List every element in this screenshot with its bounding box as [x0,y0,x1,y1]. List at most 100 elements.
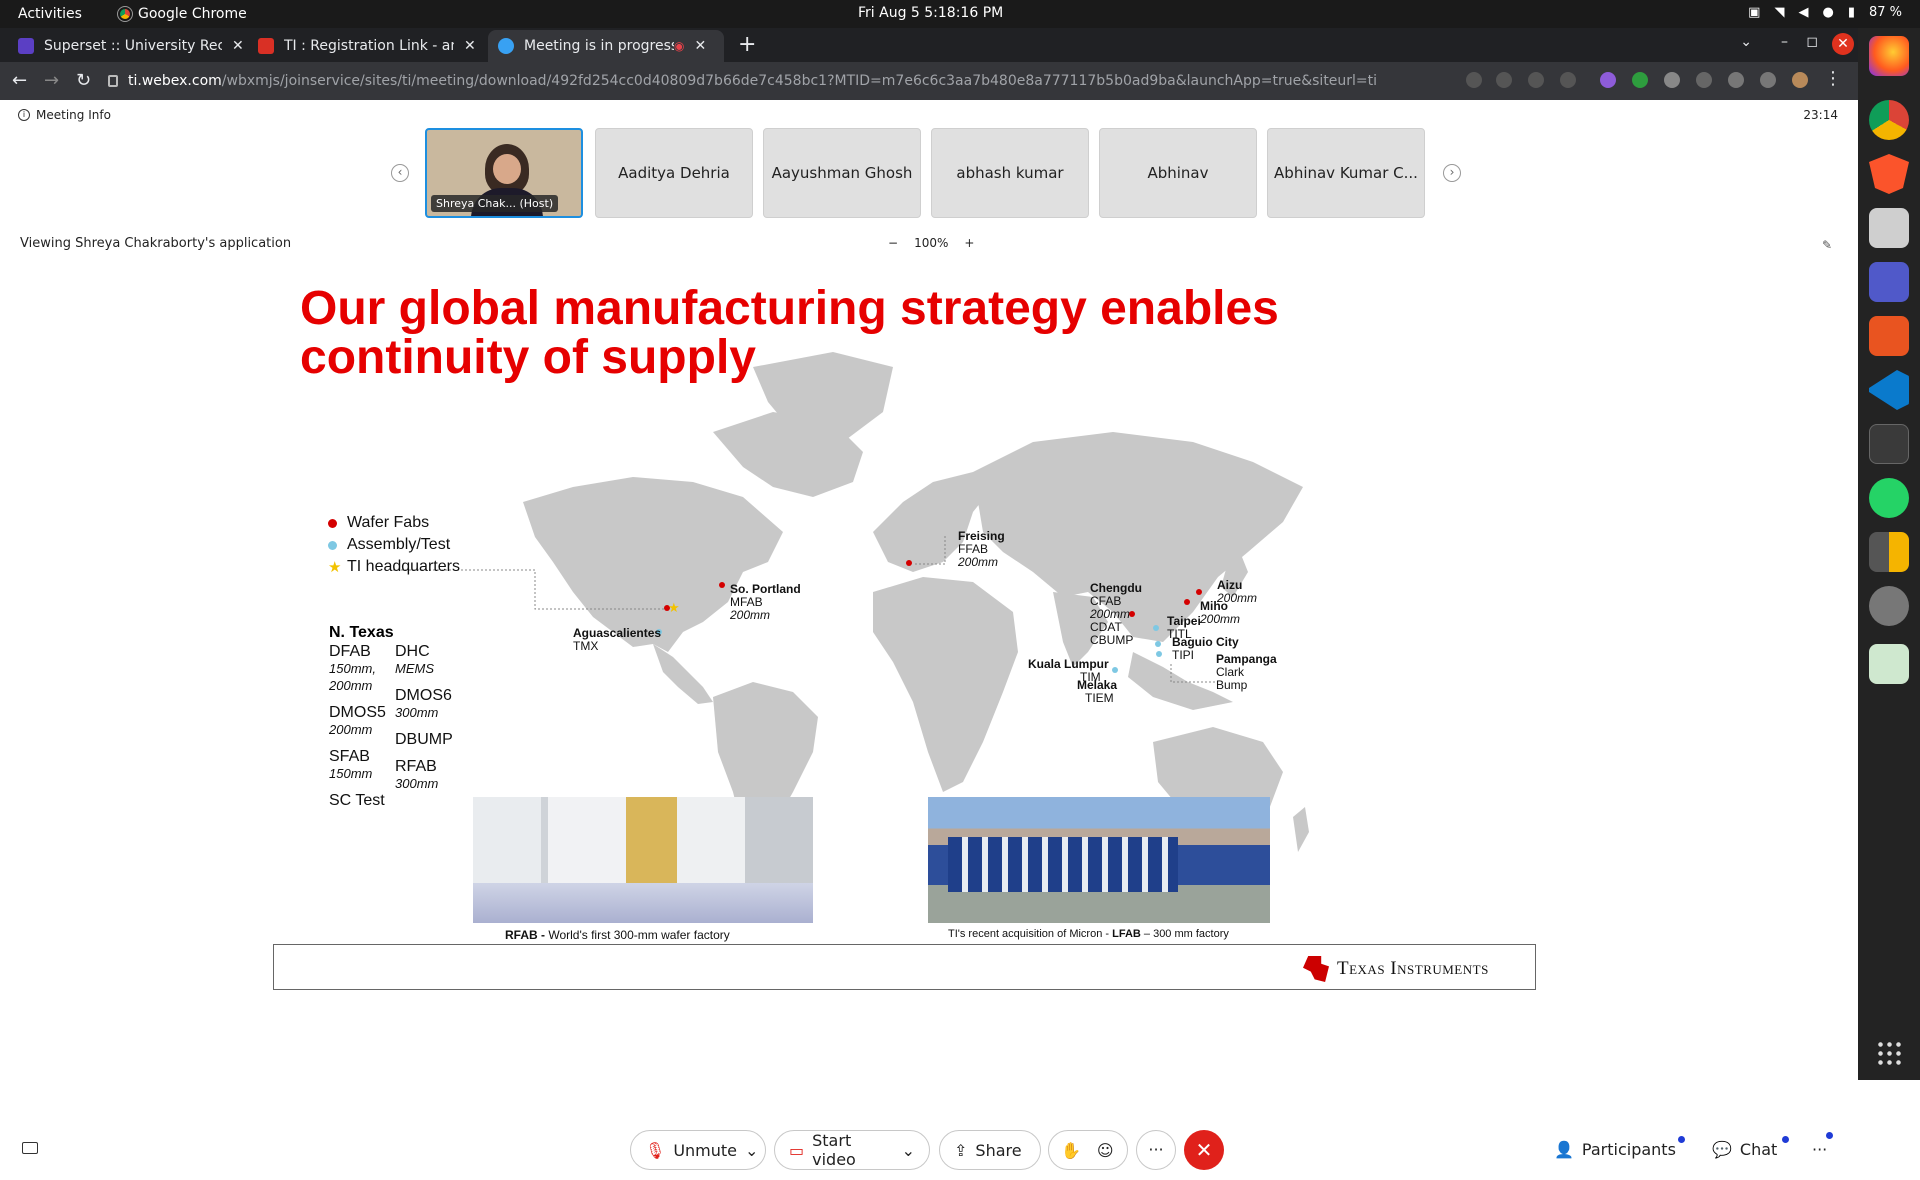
puzzle-icon[interactable] [1728,72,1744,88]
software-center-icon[interactable] [1869,316,1909,356]
forward-arrow-icon[interactable]: → [44,70,60,91]
fab-name: DMOS5 [329,704,386,721]
mic-muted-icon: 🎙 [645,1140,666,1160]
legend-label: Assembly/Test [347,536,451,553]
show-apps-icon[interactable] [1876,1040,1904,1068]
share-button[interactable]: ⇪ Share [939,1130,1041,1170]
vscode-icon[interactable] [1869,370,1909,410]
chevron-down-icon[interactable]: ⌄ [745,1140,759,1160]
wifi-icon[interactable]: ◥ [1774,5,1785,20]
extension-icon[interactable] [1696,72,1712,88]
address-bar[interactable]: ti.webex.com /wbxmjs/joinservice/sites/t… [108,67,1448,95]
chevron-right-icon[interactable]: › [1443,164,1461,182]
fab-name: DHC [395,643,430,660]
more-panels-icon[interactable]: ··· [1812,1140,1828,1159]
chrome-icon[interactable] [1869,100,1909,140]
slide-title-line: Our global manufacturing strategy enable… [300,282,1279,335]
settings-gear-icon[interactable] [1869,586,1909,626]
side-panel-icon[interactable] [1760,72,1776,88]
close-tab-icon[interactable]: ✕ [694,38,707,54]
fab-size: 200mm [329,678,373,693]
screen-share-icon[interactable]: ▣ [1748,5,1761,20]
trash-icon[interactable] [1869,644,1909,684]
extension-icon[interactable] [1664,72,1680,88]
profile-avatar[interactable] [1792,72,1808,88]
calculator-icon[interactable] [1869,532,1909,572]
minimize-button[interactable]: – [1781,34,1788,50]
volume-icon[interactable]: ◀ [1798,5,1809,20]
zoom-level: 100% [914,236,949,250]
activities-button[interactable]: Activities [18,6,82,22]
app-menu[interactable]: Google Chrome [117,6,247,22]
photo-floor [473,883,813,923]
annotate-icon[interactable]: ✎ [1821,238,1832,252]
start-video-button[interactable]: ▭ Start video ⌄ [774,1130,930,1170]
maximize-button[interactable]: ◻ [1806,34,1818,50]
share-page-icon[interactable] [1528,72,1544,88]
chevron-left-icon[interactable]: ‹ [391,164,409,182]
lock-icon[interactable] [108,75,118,87]
meeting-info-button[interactable]: i Meeting Info [18,108,111,122]
legend-item: Assembly/Test [328,534,460,556]
fab-size: 300mm [395,705,439,720]
participant-tile[interactable]: abhash kumar [931,128,1089,218]
extension-icon[interactable] [1600,72,1616,88]
fab-list-col1: DFAB 150mm, 200mm DMOS5 200mm SFAB 150mm… [329,643,386,809]
participant-tile[interactable]: Aayushman Ghosh [763,128,921,218]
brave-icon[interactable] [1869,154,1909,194]
captions-icon[interactable] [22,1142,38,1154]
zoom-controls: − 100% + [888,236,974,250]
info-icon: i [18,109,30,121]
close-tab-icon[interactable]: ✕ [232,38,244,54]
extension-icon[interactable] [1632,72,1648,88]
whatsapp-icon[interactable] [1869,478,1909,518]
zoom-in-button[interactable]: + [964,236,975,250]
back-arrow-icon[interactable]: ← [12,70,28,91]
terminal-icon[interactable] [1869,424,1909,464]
recording-icon: ◉ [674,39,685,53]
participant-tile[interactable]: Abhinav Kumar C... [1267,128,1425,218]
leave-meeting-button[interactable]: ✕ [1184,1130,1224,1170]
participant-tile[interactable]: Aaditya Dehria [595,128,753,218]
app-name: Google Chrome [138,6,247,22]
kebab-menu-icon[interactable]: ⋮ [1824,68,1842,89]
system-tray[interactable]: ▣ ◥ ◀ ● ▮ 87 % [1748,5,1902,20]
headquarters-star-icon: ★ [328,559,342,576]
battery-level: 87 % [1868,5,1902,20]
participant-tile[interactable]: Abhinav [1099,128,1257,218]
chevron-down-icon[interactable]: ⌄ [901,1140,915,1160]
close-tab-icon[interactable]: ✕ [464,38,476,54]
teams-icon[interactable] [1869,262,1909,302]
mic-icon[interactable]: ● [1822,5,1834,20]
bookmark-star-icon[interactable] [1560,72,1576,88]
close-window-button[interactable]: ✕ [1832,33,1854,55]
chat-button[interactable]: 💬 Chat [1712,1140,1777,1159]
wafer-fab-dot-icon [328,518,337,528]
files-icon[interactable] [1869,208,1909,248]
emoji-icon[interactable]: ☺ [1096,1140,1114,1160]
fab-size: 150mm [329,766,373,781]
participant-tile-host[interactable]: Shreya Chak... (Host) [425,128,583,218]
more-options-button[interactable]: ··· [1136,1130,1176,1170]
new-tab-button[interactable]: + [738,32,757,57]
reload-icon[interactable]: ↻ [76,70,92,91]
tab-superset[interactable]: Superset :: University Rec ✕ [8,30,254,62]
participants-button[interactable]: 👤 Participants [1554,1140,1676,1159]
meeting-timer: 23:14 [1803,108,1838,122]
clock[interactable]: Fri Aug 5 5:18:16 PM [858,5,1004,21]
tab-gmail[interactable]: TI : Registration Link - ani ✕ [248,30,486,62]
translate-icon[interactable] [1496,72,1512,88]
fab-name: RFAB [395,758,437,775]
tab-webex[interactable]: Meeting is in progress ◉ ✕ [488,30,724,62]
tab-search-icon[interactable]: ⌄ [1740,34,1752,50]
battery-icon[interactable]: ▮ [1847,5,1855,20]
zoom-out-button[interactable]: − [888,236,899,250]
rfab-photo [473,797,813,923]
raise-hand-icon[interactable]: ✋ [1061,1140,1081,1160]
firefox-icon[interactable] [1869,36,1909,76]
url-path: /wbxmjs/joinservice/sites/ti/meeting/dow… [221,73,1378,89]
fab-size: 300mm [395,776,439,791]
camera-icon[interactable] [1466,72,1482,88]
unmute-button[interactable]: 🎙 Unmute ⌄ [630,1130,766,1170]
site-baguio: Baguio City TIPI [1172,635,1239,662]
